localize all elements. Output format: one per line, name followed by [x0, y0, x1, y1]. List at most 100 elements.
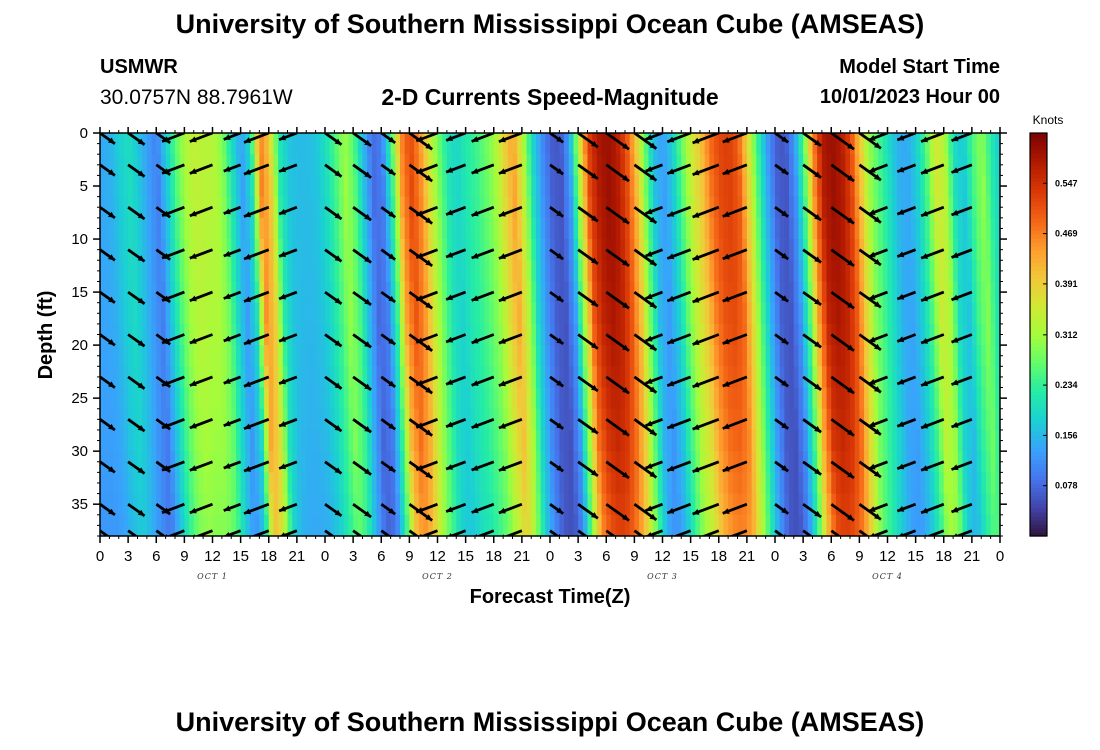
heatmap-cell	[395, 302, 401, 325]
heatmap-cell	[376, 472, 382, 495]
heatmap-cell	[943, 217, 950, 240]
arrow-head	[847, 471, 854, 478]
heatmap-cell	[114, 302, 120, 325]
heatmap-cell	[465, 302, 471, 325]
heatmap-cell	[582, 429, 589, 452]
arrow-head	[649, 428, 657, 436]
current-arrow	[161, 375, 185, 387]
heatmap-cell	[395, 323, 401, 346]
heatmap-cell	[784, 387, 790, 410]
heatmap-cell	[671, 366, 678, 389]
heatmap-cell	[521, 387, 528, 410]
heatmap-cell	[704, 217, 710, 240]
heatmap-cell	[507, 345, 514, 367]
heatmap-cell	[620, 260, 626, 283]
heatmap-cell	[985, 323, 992, 346]
heatmap-cell	[132, 408, 139, 431]
heatmap-cell	[967, 345, 973, 367]
heatmap-cell	[854, 472, 860, 495]
heatmap-cell	[357, 451, 364, 473]
heatmap-cell	[835, 387, 842, 410]
heatmap-cell	[268, 154, 275, 177]
heatmap-cell	[451, 514, 457, 536]
heatmap-cell	[990, 175, 996, 198]
heatmap-cell	[203, 239, 209, 261]
heatmap-cell	[723, 387, 729, 410]
arrow-shaft	[194, 529, 213, 536]
heatmap-cell	[493, 493, 500, 516]
heatmap-cell	[325, 302, 331, 325]
heatmap-cell	[329, 260, 335, 283]
heatmap-cell	[456, 429, 462, 452]
heatmap-cell	[615, 451, 621, 473]
heatmap-cell	[948, 196, 954, 219]
heatmap-cell	[976, 239, 982, 261]
heatmap-cell	[432, 387, 439, 410]
arrow-head	[388, 136, 396, 143]
heatmap-cell	[601, 175, 607, 198]
heatmap-cell	[376, 514, 382, 536]
heatmap-cell	[920, 154, 926, 177]
heatmap-cell	[559, 323, 565, 346]
heatmap-cell	[812, 302, 818, 325]
heatmap-cell	[957, 472, 964, 495]
arrow-head	[108, 381, 115, 388]
heatmap-cell	[840, 323, 846, 346]
heatmap-cell	[503, 345, 509, 367]
heatmap-cell	[878, 514, 884, 536]
heatmap-cell	[985, 239, 992, 261]
arrow-shaft	[475, 529, 495, 536]
heatmap-cell	[193, 175, 200, 198]
heatmap-cell	[231, 366, 237, 389]
heatmap-cell	[451, 239, 457, 261]
arrow-head	[471, 136, 479, 142]
current-arrow	[445, 502, 467, 513]
heatmap-cell	[503, 302, 509, 325]
heatmap-cell	[353, 133, 359, 155]
heatmap-cell	[151, 429, 157, 452]
heatmap-cell	[165, 175, 171, 198]
heatmap-cell	[418, 323, 425, 346]
arrow-head	[868, 379, 876, 385]
arrow-shaft	[447, 529, 467, 536]
heatmap-cell	[479, 175, 485, 198]
heatmap-cell	[789, 451, 795, 473]
heatmap-cell	[953, 239, 959, 261]
current-arrow	[896, 133, 917, 142]
heatmap-cell	[376, 302, 382, 325]
heatmap-cell	[531, 281, 537, 304]
heatmap-cell	[315, 514, 321, 536]
heatmap-cell	[662, 133, 668, 155]
heatmap-cell	[592, 154, 598, 177]
heatmap-cell	[667, 196, 673, 219]
heatmap-cell	[123, 196, 129, 219]
x-tick-label: 0	[996, 548, 1004, 565]
heatmap-cell	[671, 429, 678, 452]
heatmap-cell	[957, 429, 964, 452]
arrow-head	[868, 251, 876, 258]
heatmap-cell	[690, 429, 696, 452]
heatmap-cell	[207, 472, 214, 495]
arrow-head	[847, 259, 854, 266]
heatmap-cell	[250, 281, 256, 304]
heatmap-cell	[746, 493, 753, 516]
heatmap-cell	[460, 260, 467, 283]
heatmap-cell	[639, 323, 645, 346]
heatmap-cell	[395, 472, 401, 495]
current-arrow	[868, 417, 888, 428]
heatmap-cell	[446, 514, 453, 536]
heatmap-cell	[718, 133, 725, 155]
heatmap-cell	[592, 366, 598, 389]
heatmap-cell	[517, 514, 523, 536]
arrow-head	[334, 170, 342, 177]
heatmap-cell	[198, 175, 204, 198]
heatmap-cell	[498, 472, 504, 495]
heatmap-cell	[920, 472, 926, 495]
heatmap-cell	[118, 472, 125, 495]
arrow-head	[388, 423, 396, 430]
heatmap-cell	[789, 281, 795, 304]
heatmap-cell	[685, 345, 692, 367]
heatmap-cell	[104, 514, 110, 536]
current-arrow	[223, 205, 242, 215]
heatmap-cell	[189, 260, 195, 283]
